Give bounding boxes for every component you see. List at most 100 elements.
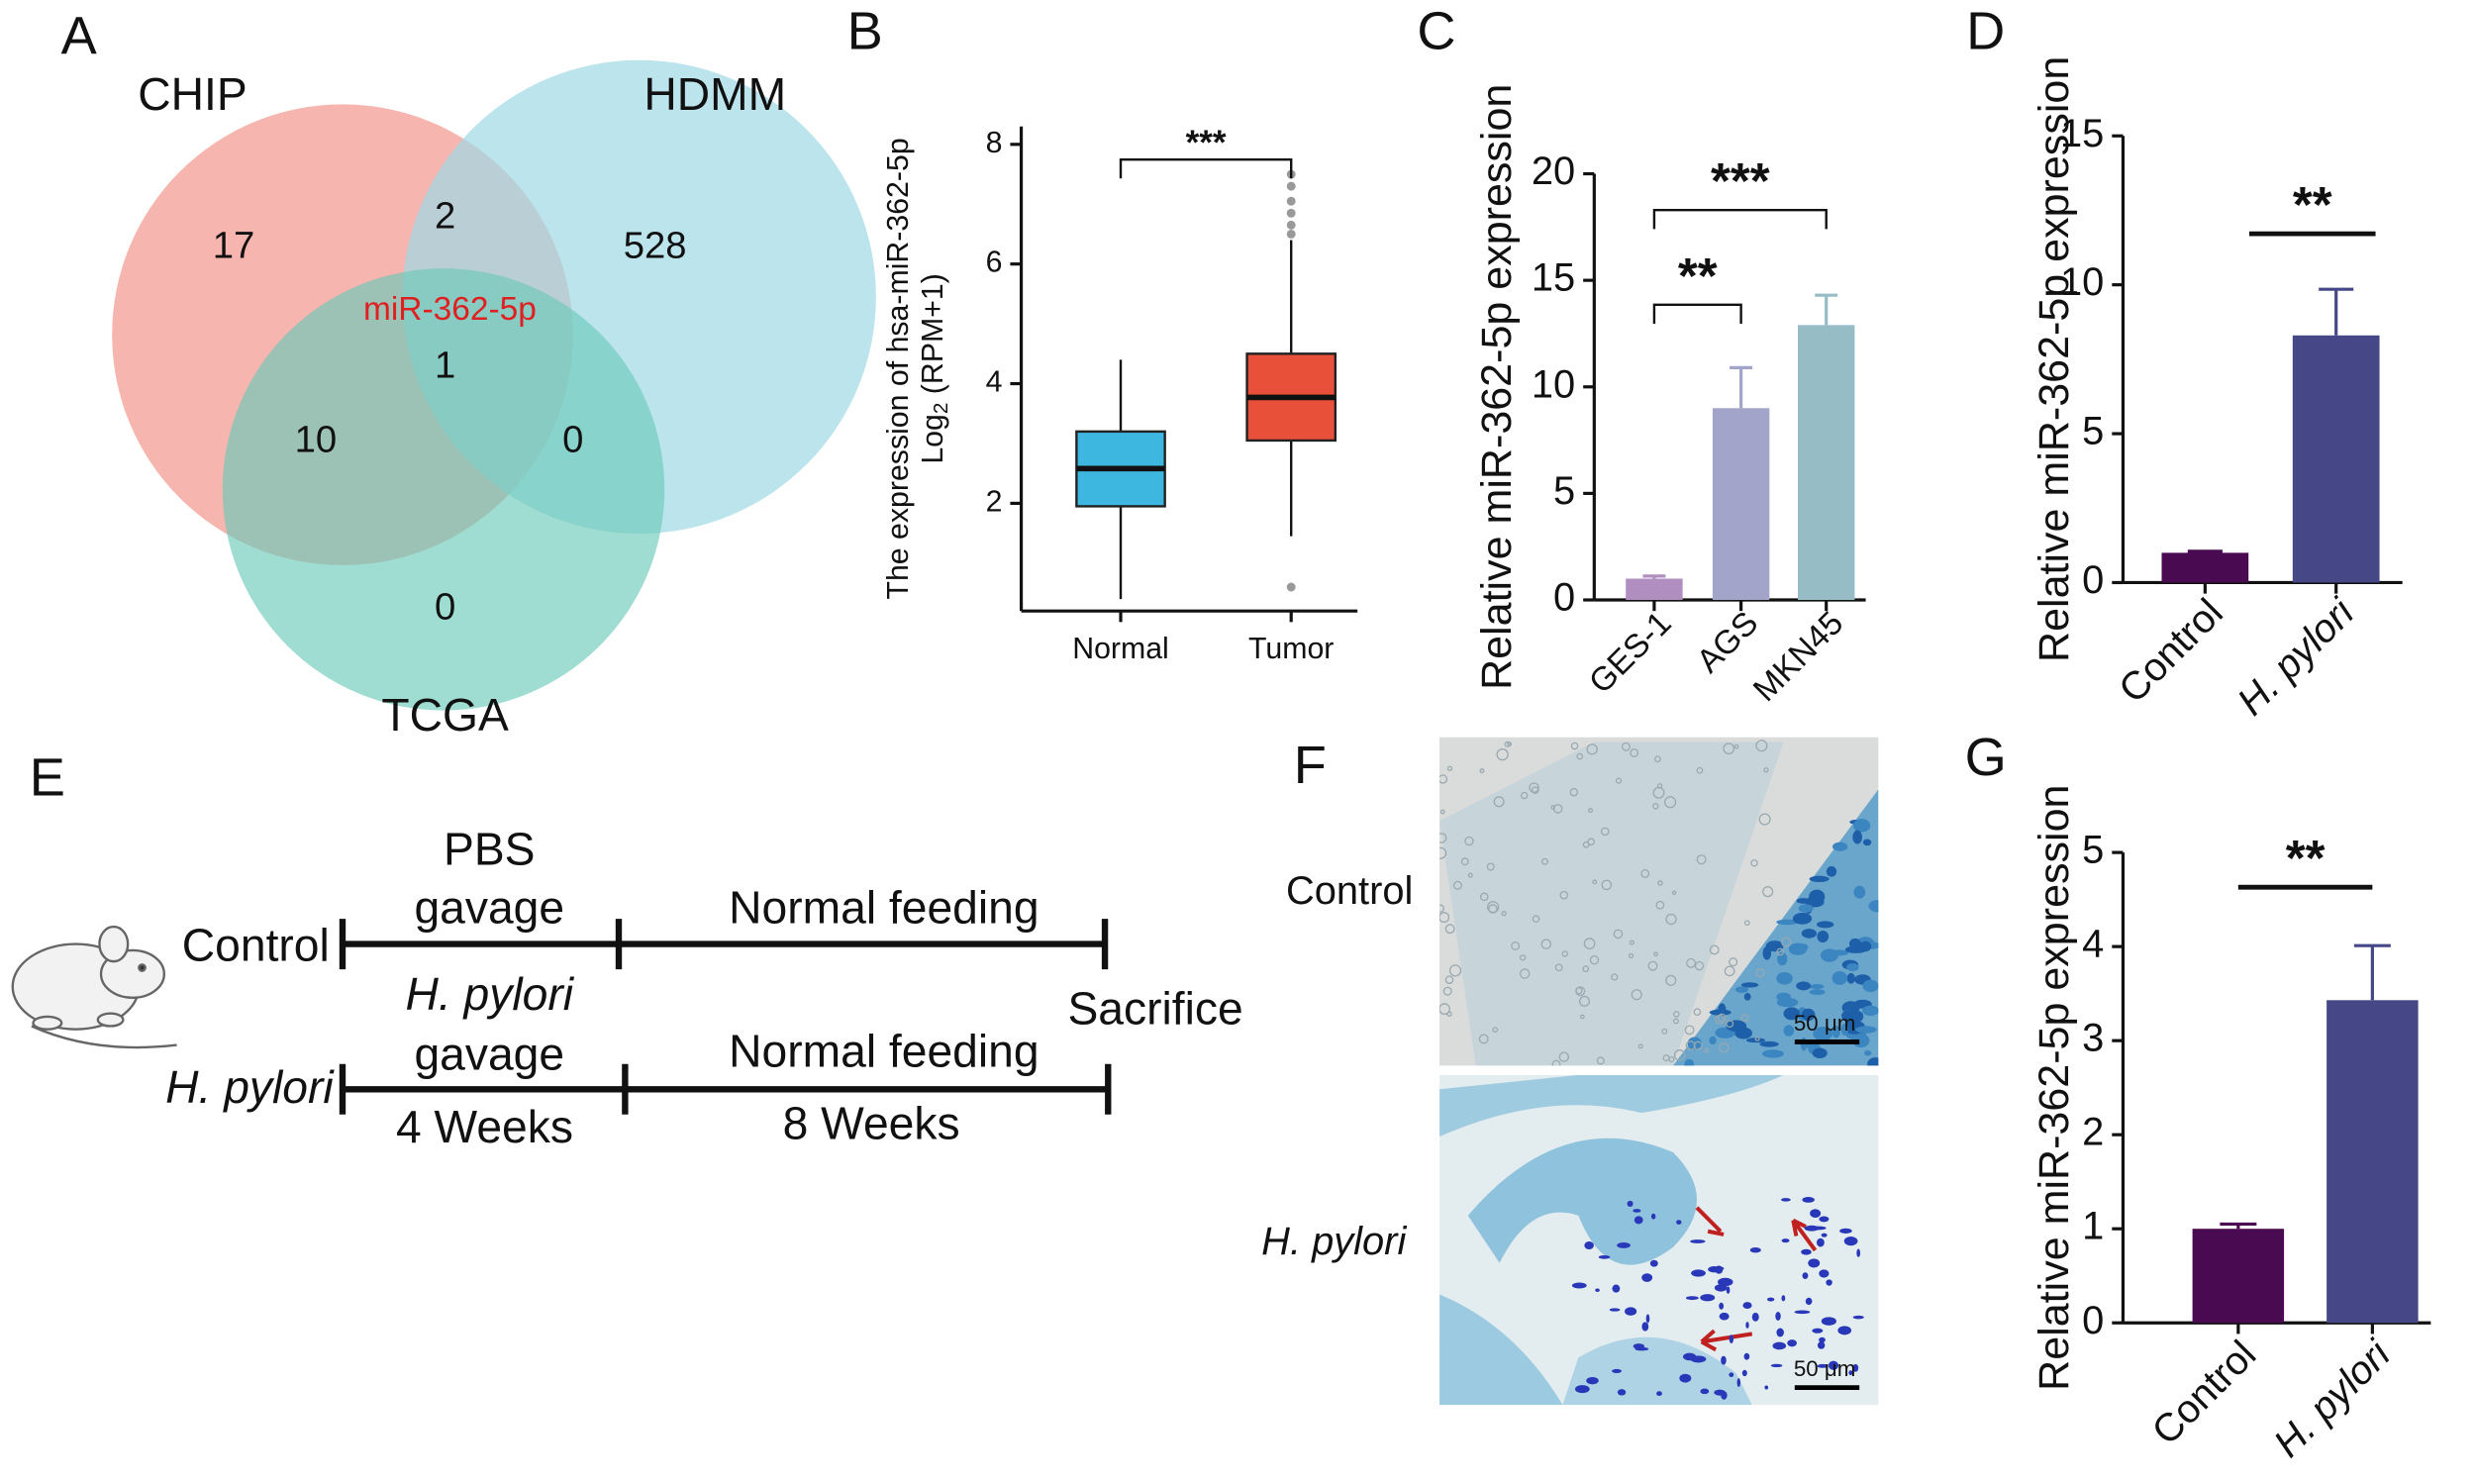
- texture-speck: [1630, 748, 1639, 757]
- texture-speck: [1810, 984, 1825, 990]
- x-tick-label: H. pylori: [2265, 1332, 2399, 1465]
- texture-speck: [1714, 1284, 1728, 1292]
- texture-speck: [1776, 919, 1799, 926]
- texture-speck: [1809, 875, 1830, 882]
- texture-speck: [1569, 787, 1579, 797]
- texture-speck: [1755, 968, 1765, 978]
- outlier: [1286, 208, 1296, 218]
- texture-speck: [1729, 1372, 1734, 1378]
- timeline: PBS gavage Normal feeding Control H. pyl…: [11, 823, 1243, 1152]
- texture-speck: [1665, 913, 1677, 926]
- texture-speck: [1745, 1322, 1749, 1329]
- texture-speck: [1649, 1259, 1658, 1267]
- texture-speck: [1655, 900, 1665, 910]
- texture-speck: [1776, 947, 1785, 956]
- texture-speck: [1724, 965, 1735, 977]
- texture-speck: [1685, 1296, 1699, 1301]
- texture-speck: [1831, 949, 1849, 956]
- y-tick-label: 5: [1553, 469, 1575, 513]
- x-tick-label: MKN45: [1746, 605, 1850, 709]
- texture-speck: [1570, 742, 1579, 750]
- texture-speck: [1439, 904, 1445, 913]
- y-tick-label: 10: [1532, 362, 1575, 406]
- texture-speck: [1776, 972, 1793, 985]
- end-label: Sacrifice: [1067, 982, 1242, 1034]
- texture-speck: [1828, 1360, 1839, 1370]
- texture-speck: [1571, 1282, 1587, 1289]
- texture-speck: [1776, 992, 1791, 1002]
- significance-label: **: [1678, 247, 1718, 304]
- texture-speck: [1832, 970, 1848, 985]
- texture-speck: [1686, 957, 1697, 968]
- texture-speck: [1864, 1049, 1872, 1056]
- x-tick-label: H. pylori: [2229, 590, 2363, 724]
- bar: [2326, 1000, 2419, 1324]
- texture-speck: [1592, 879, 1598, 885]
- texture-speck: [1742, 1302, 1752, 1309]
- texture-speck: [1841, 1010, 1861, 1023]
- texture-speck: [1693, 1008, 1702, 1016]
- texture-speck: [1726, 1020, 1734, 1029]
- texture-speck: [1809, 989, 1826, 995]
- texture-speck: [1758, 813, 1771, 826]
- panel-label: A: [61, 6, 98, 65]
- venn-circle: [222, 268, 665, 711]
- texture-speck: [1762, 886, 1774, 898]
- texture-speck: [1826, 1279, 1832, 1286]
- texture-speck: [1574, 1385, 1590, 1394]
- texture-speck: [1856, 1248, 1861, 1257]
- texture-speck: [1754, 1036, 1760, 1041]
- texture-speck: [1862, 839, 1872, 846]
- texture-speck: [1507, 742, 1512, 746]
- significance-label: **: [2286, 830, 2326, 886]
- texture-speck: [1657, 880, 1663, 886]
- texture-speck: [1691, 1269, 1706, 1277]
- texture-speck: [1617, 1389, 1627, 1396]
- texture-speck: [1551, 1059, 1561, 1066]
- texture-speck: [1765, 940, 1784, 952]
- texture-speck: [1714, 1389, 1726, 1396]
- texture-speck: [1460, 857, 1469, 866]
- scale-label: 50 μm: [1794, 1011, 1855, 1036]
- texture-speck: [1478, 1034, 1489, 1044]
- texture-speck: [1520, 954, 1527, 961]
- mouse-icon: [11, 925, 177, 1049]
- texture-speck: [1627, 1200, 1634, 1208]
- texture-speck: [1862, 1005, 1879, 1016]
- texture-speck: [1652, 803, 1659, 810]
- texture-speck: [1609, 1308, 1621, 1312]
- step-label: gavage: [414, 881, 564, 933]
- texture-speck: [1792, 913, 1813, 925]
- significance-label: **: [2293, 176, 2332, 233]
- texture-speck: [1693, 1040, 1703, 1050]
- texture-speck: [1817, 1363, 1829, 1368]
- texture-speck: [1719, 1312, 1730, 1321]
- texture-speck: [1719, 1302, 1725, 1310]
- group-label: H. pylori: [165, 1061, 335, 1113]
- texture-speck: [1709, 944, 1720, 955]
- panel-label: D: [1966, 2, 2005, 61]
- texture-speck: [1802, 1272, 1809, 1280]
- texture-speck: [1837, 1326, 1852, 1336]
- texture-speck: [1819, 1216, 1830, 1223]
- texture-speck: [1783, 1007, 1800, 1021]
- texture-speck: [1801, 929, 1818, 939]
- texture: [1439, 1074, 1864, 1406]
- texture-speck: [1812, 1047, 1828, 1059]
- x-tick-label: AGS: [1690, 605, 1765, 680]
- texture-speck: [1640, 869, 1650, 878]
- texture-speck: [1641, 1322, 1649, 1332]
- texture-speck: [1740, 982, 1759, 988]
- y-tick-label: 0: [2082, 1299, 2104, 1342]
- texture-speck: [1826, 865, 1837, 877]
- texture-speck: [1781, 1295, 1786, 1302]
- texture-speck: [1519, 968, 1531, 979]
- texture-speck: [1696, 766, 1704, 774]
- texture-speck: [1575, 986, 1583, 995]
- y-axis-label: The expression of hsa-miR-362-5p: [882, 138, 915, 599]
- texture-speck: [1767, 1297, 1775, 1302]
- outlier: [1286, 196, 1296, 206]
- texture-speck: [1840, 1023, 1848, 1036]
- y-tick-label: 0: [2082, 558, 2104, 602]
- texture-speck: [1696, 854, 1707, 865]
